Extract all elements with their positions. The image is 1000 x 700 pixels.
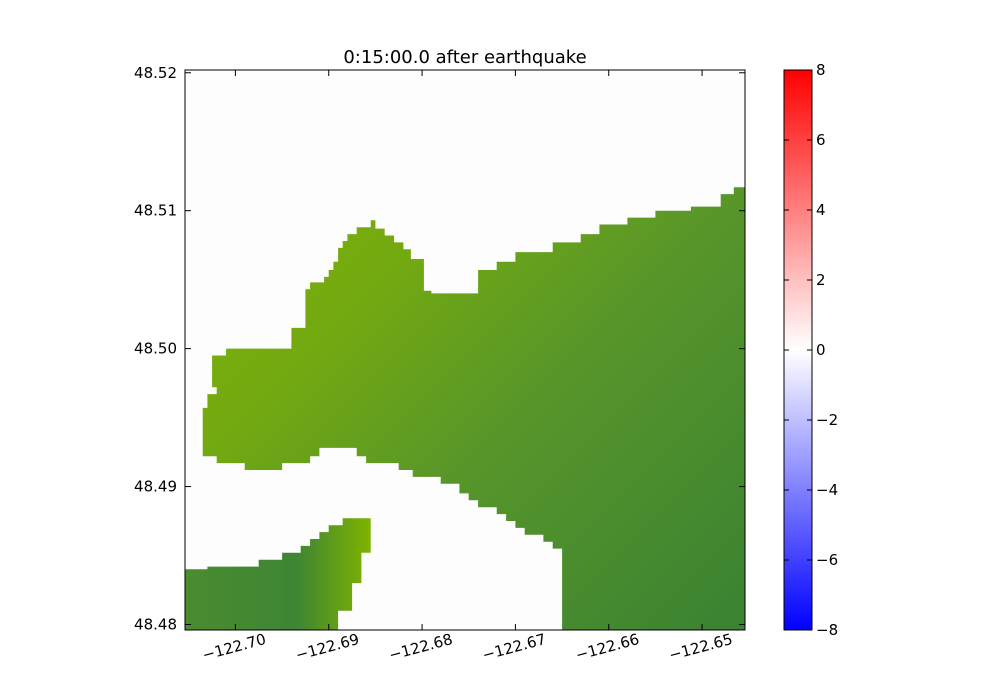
colorbar-tick-label: 6 <box>816 131 826 149</box>
plot-area <box>185 70 745 630</box>
x-tick-label: −122.70 <box>200 630 268 664</box>
land-region-main-land <box>185 70 745 630</box>
colorbar-tick-label: 2 <box>816 271 826 289</box>
x-tick-label: −122.66 <box>574 630 642 664</box>
colorbar-tick-label: −8 <box>816 621 838 639</box>
y-tick-label: 48.50 <box>134 340 177 358</box>
y-tick-label: 48.51 <box>134 202 177 220</box>
land-region-southwest-land <box>185 518 371 630</box>
x-tick-label: −122.65 <box>667 630 735 664</box>
colorbar-tick-label: −2 <box>816 411 838 429</box>
colorbar-tick-label: −4 <box>816 481 838 499</box>
y-tick-label: 48.49 <box>134 478 177 496</box>
x-tick-label: −122.69 <box>294 630 362 664</box>
colorbar-tick-label: 0 <box>816 341 826 359</box>
y-axis: 48.48 48.49 48.50 48.51 48.52 <box>134 64 745 633</box>
x-tick-label: −122.67 <box>480 630 548 664</box>
colorbar-tick-label: −6 <box>816 551 838 569</box>
x-tick-label: −122.68 <box>387 630 455 664</box>
colorbar-axis: 8 6 4 2 0 −2 −4 −6 −8 <box>784 61 838 639</box>
axes-frame <box>184 69 746 631</box>
colorbar-tick-label: 8 <box>816 61 826 79</box>
y-tick-label: 48.52 <box>134 64 177 82</box>
land-layer <box>185 70 745 630</box>
y-tick-label: 48.48 <box>134 615 177 633</box>
colorbar-tick-label: 4 <box>816 201 826 219</box>
chart-title: 0:15:00.0 after earthquake <box>343 47 586 68</box>
